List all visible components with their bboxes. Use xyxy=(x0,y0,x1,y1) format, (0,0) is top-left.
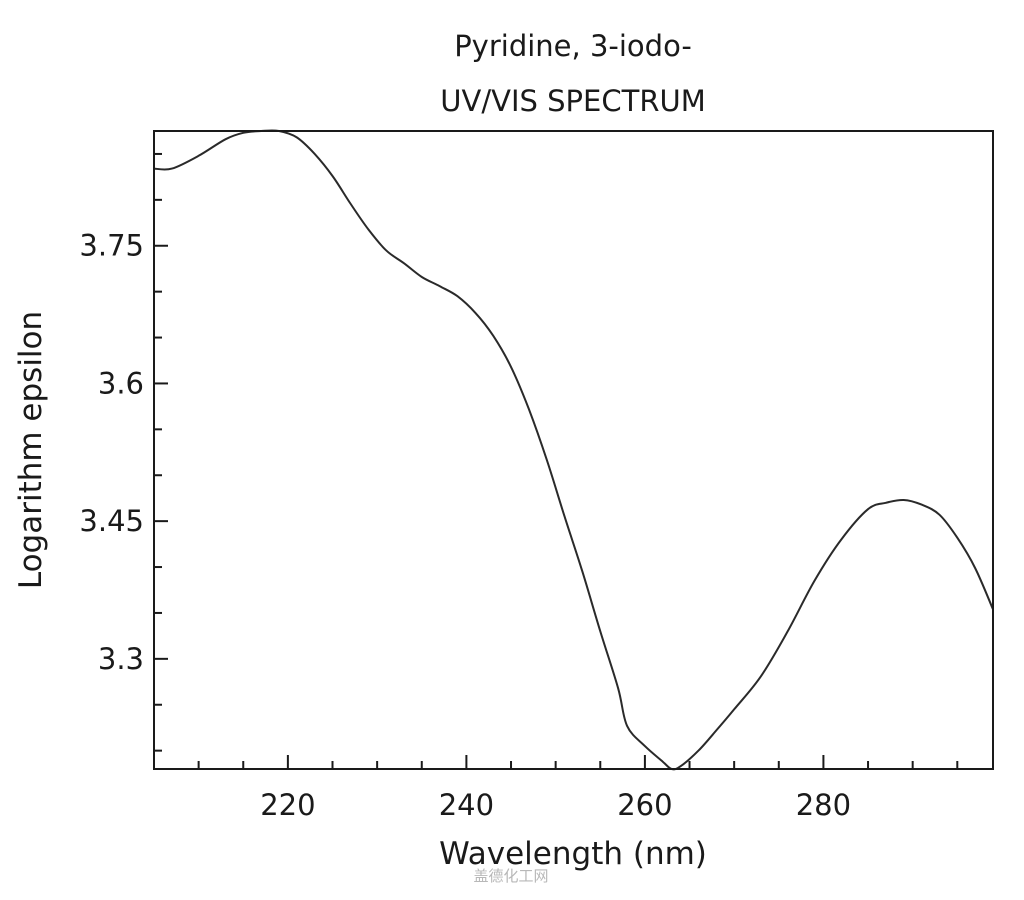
y-tick-label: 3.45 xyxy=(79,504,144,538)
y-tick-label: 3.6 xyxy=(98,366,144,400)
axis-tick-labels: 220 240 260 280 3.3 3.45 3.6 3.75 xyxy=(79,229,851,822)
spectrum-line xyxy=(153,129,994,771)
watermark-text: 盖德化工网 xyxy=(473,867,548,885)
x-tick-label: 260 xyxy=(617,788,672,822)
x-tick-label: 280 xyxy=(796,788,851,822)
chart-title: Pyridine, 3-iodo- xyxy=(454,29,692,63)
plot-frame xyxy=(153,130,994,770)
y-tick-label: 3.75 xyxy=(79,229,144,263)
y-tick-label: 3.3 xyxy=(98,642,144,676)
chart-subtitle: UV/VIS SPECTRUM xyxy=(440,84,705,118)
x-tick-label: 240 xyxy=(439,788,494,822)
x-axis-label: Wavelength (nm) xyxy=(439,836,707,872)
axis-ticks xyxy=(153,152,959,769)
x-tick-label: 220 xyxy=(260,788,315,822)
y-axis-label: Logarithm epsilon xyxy=(13,311,49,589)
